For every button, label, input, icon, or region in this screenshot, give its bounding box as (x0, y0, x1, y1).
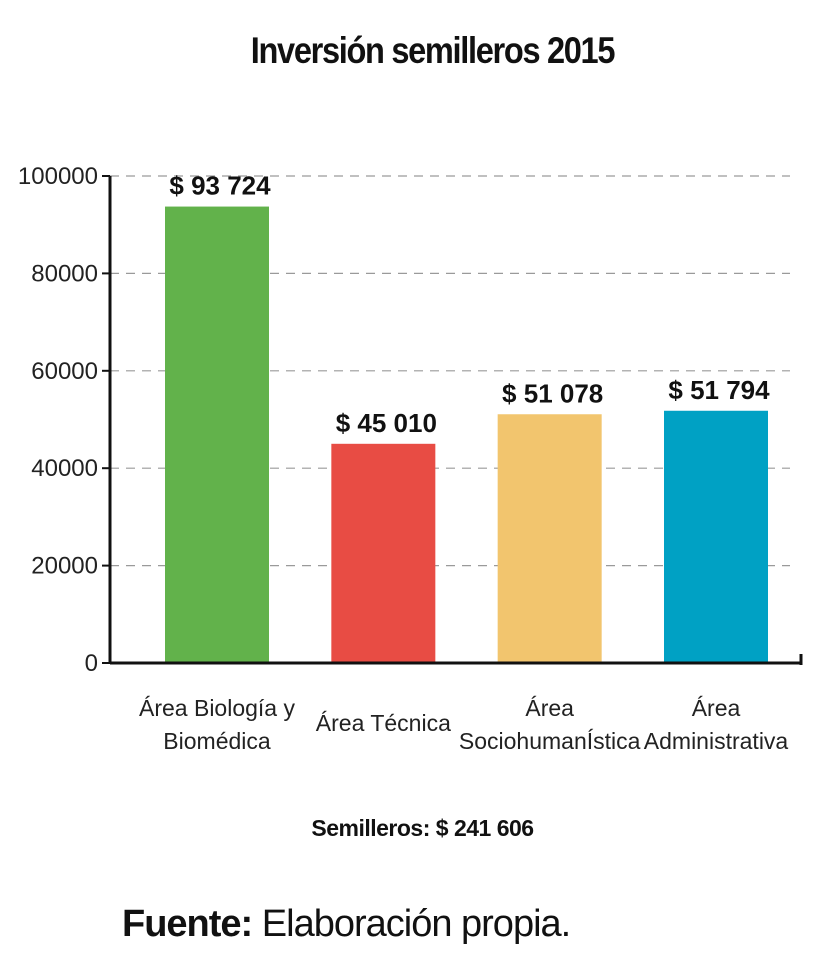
source-text: Elaboración propia. (252, 903, 571, 945)
bars (165, 206, 768, 663)
y-tick-label: 60000 (31, 358, 98, 385)
bar (664, 410, 768, 663)
y-tick-label: 20000 (31, 553, 98, 580)
category-label: Administrativa (644, 728, 789, 754)
bar (331, 443, 436, 663)
category-label: Área (692, 695, 741, 721)
value-label: $ 51 794 (668, 375, 770, 405)
y-tick-label: 40000 (31, 455, 98, 482)
value-label: $ 45 010 (336, 408, 437, 438)
bar (497, 414, 602, 663)
y-tick-label: 80000 (31, 260, 98, 287)
category-labels: Área Biología y Biomédica Área Técnica Área… (139, 695, 788, 754)
value-labels: $ 93 724 $ 45 010 $ 51 078 $ 51 794 (169, 171, 770, 438)
category-label: Biomédica (163, 728, 271, 754)
category-label: Área Técnica (316, 710, 451, 736)
total-label: Semilleros: $ 241 606 (311, 815, 534, 841)
bar (165, 206, 269, 663)
category-label: Área Biología y (139, 695, 295, 721)
category-label: Área (525, 695, 574, 721)
value-label: $ 93 724 (169, 171, 271, 201)
y-axis-ticks: 0 20000 40000 60000 80000 100000 (18, 163, 110, 677)
y-tick-label: 100000 (18, 163, 98, 190)
category-label: SociohumanÍstica (459, 728, 641, 754)
source-note: Fuente: Elaboración propia. (122, 903, 571, 946)
bar-chart: 0 20000 40000 60000 80000 100000 $ 93 724 $ 45… (18, 163, 803, 754)
value-label: $ 51 078 (502, 378, 603, 408)
source-key: Fuente: (122, 903, 253, 945)
chart-title: Inversión semilleros 2015 (250, 30, 616, 71)
y-tick-label: 0 (85, 650, 98, 677)
